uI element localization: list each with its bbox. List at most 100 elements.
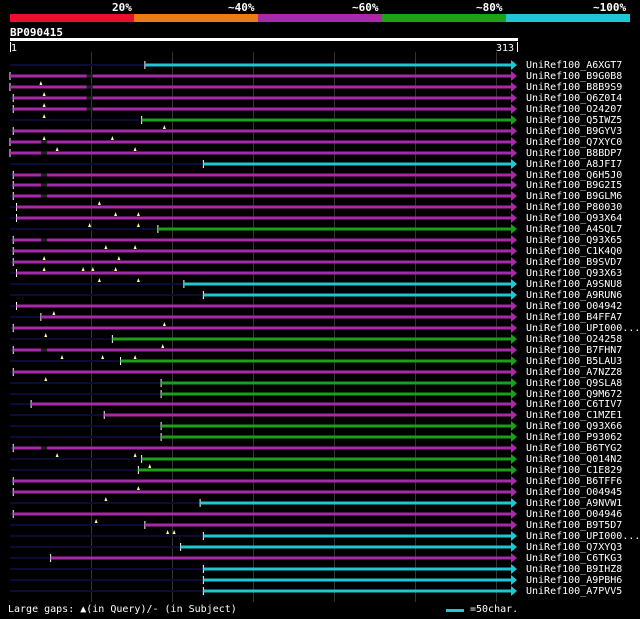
hit-label[interactable]: UniRef100_UPI000...	[526, 323, 640, 334]
hit-label[interactable]: UniRef100_B8B9S9	[526, 82, 623, 93]
hit-row[interactable]	[10, 432, 517, 442]
hit-label[interactable]: UniRef100_A9NVW1	[526, 498, 623, 509]
hit-row[interactable]	[10, 378, 517, 388]
hit-row[interactable]	[10, 367, 517, 381]
hit-label[interactable]: UniRef100_Q6H5J0	[526, 170, 623, 181]
hit-label[interactable]: UniRef100_Q9M672	[526, 389, 623, 400]
hit-row[interactable]	[10, 421, 517, 431]
hit-label[interactable]: UniRef100_C6TKG3	[526, 553, 623, 564]
hit-label[interactable]: UniRef100_Q5IWZ5	[526, 115, 623, 126]
hit-label[interactable]: UniRef100_O04945	[526, 487, 623, 498]
hit-row[interactable]	[10, 301, 517, 315]
hit-row[interactable]	[10, 224, 517, 234]
hit-label[interactable]: UniRef100_A9SNU8	[526, 279, 623, 290]
hit-row[interactable]	[10, 60, 517, 70]
hit-label[interactable]: UniRef100_B9SVD7	[526, 257, 623, 268]
hit-end-arrow	[511, 137, 517, 147]
hit-label[interactable]: UniRef100_Q93X64	[526, 213, 623, 224]
hit-row[interactable]	[10, 564, 517, 574]
hit-label[interactable]: UniRef100_Q9SLA8	[526, 378, 623, 389]
hit-row[interactable]	[10, 410, 517, 420]
hit-row[interactable]	[10, 268, 517, 282]
hit-row[interactable]	[10, 126, 517, 140]
hit-row[interactable]	[10, 334, 517, 348]
hit-row[interactable]	[10, 312, 517, 326]
hit-row[interactable]	[10, 443, 517, 457]
hit-label[interactable]: UniRef100_Q93X63	[526, 268, 623, 279]
hit-row[interactable]	[10, 202, 517, 216]
hit-label[interactable]: UniRef100_B8BDP7	[526, 148, 623, 159]
hit-row[interactable]	[10, 520, 517, 534]
hit-row[interactable]	[10, 290, 517, 300]
hit-label[interactable]: UniRef100_Q93X66	[526, 421, 623, 432]
hit-label[interactable]: UniRef100_B6TYG2	[526, 443, 623, 454]
hit-row[interactable]	[10, 323, 517, 337]
hit-row[interactable]	[10, 345, 517, 359]
hit-label[interactable]: UniRef100_C6TIV7	[526, 399, 623, 410]
hit-row[interactable]	[9, 137, 517, 151]
hit-label[interactable]: UniRef100_C1MZE1	[526, 410, 623, 421]
hit-row[interactable]	[10, 399, 517, 409]
hit-label[interactable]: UniRef100_B9GYV3	[526, 126, 623, 137]
hit-row[interactable]	[10, 531, 517, 541]
hit-row[interactable]	[10, 509, 517, 523]
hit-row[interactable]	[10, 454, 517, 468]
hit-label[interactable]: UniRef100_A7PVV5	[526, 586, 623, 597]
hit-label[interactable]: UniRef100_A7NZZ8	[526, 367, 623, 378]
hit-row[interactable]	[10, 476, 517, 490]
hit-row[interactable]	[10, 586, 517, 596]
hit-row[interactable]	[10, 257, 517, 271]
hit-row[interactable]	[10, 498, 517, 508]
hit-row[interactable]	[10, 235, 517, 249]
hit-row[interactable]	[10, 487, 517, 501]
hit-label[interactable]: UniRef100_B6TFF6	[526, 476, 623, 487]
hit-label[interactable]: UniRef100_B9G2I5	[526, 180, 623, 191]
hit-row[interactable]	[10, 213, 517, 227]
hit-row[interactable]	[10, 553, 517, 563]
hit-row[interactable]	[10, 575, 517, 585]
hit-row[interactable]	[10, 93, 517, 107]
hit-label[interactable]: UniRef100_B9T5D7	[526, 520, 623, 531]
hit-row[interactable]	[10, 115, 517, 129]
hit-label[interactable]: UniRef100_C1E829	[526, 465, 623, 476]
hit-label[interactable]: UniRef100_A4SQL7	[526, 224, 623, 235]
hit-row[interactable]	[10, 104, 517, 118]
hit-row[interactable]	[9, 82, 517, 96]
hit-row[interactable]	[10, 159, 517, 169]
hit-label[interactable]: UniRef100_O24258	[526, 334, 623, 345]
hit-row[interactable]	[9, 71, 517, 85]
hit-row[interactable]	[10, 279, 517, 289]
hit-label[interactable]: UniRef100_Q93X65	[526, 235, 623, 246]
hit-label[interactable]: UniRef100_Q6Z0I4	[526, 93, 623, 104]
hit-row[interactable]	[10, 180, 517, 190]
hit-end-arrow	[511, 180, 517, 190]
hit-label[interactable]: UniRef100_Q7XYC0	[526, 137, 623, 148]
hit-label[interactable]: UniRef100_Q014N2	[526, 454, 623, 465]
hit-label[interactable]: UniRef100_B7FHN7	[526, 345, 623, 356]
hit-row[interactable]	[10, 246, 517, 260]
hit-row[interactable]	[10, 356, 517, 366]
hit-label[interactable]: UniRef100_B9G0B8	[526, 71, 623, 82]
hit-label[interactable]: UniRef100_Q7XYQ3	[526, 542, 623, 553]
hit-row[interactable]	[10, 542, 517, 552]
hit-label[interactable]: UniRef100_B9IHZ8	[526, 564, 623, 575]
hit-label[interactable]: UniRef100_B9GLM6	[526, 191, 623, 202]
hit-row[interactable]	[10, 389, 517, 399]
hit-label[interactable]: UniRef100_P80030	[526, 202, 623, 213]
hit-row[interactable]	[10, 170, 517, 180]
hit-row[interactable]	[9, 148, 517, 158]
hit-label[interactable]: UniRef100_A8JFI7	[526, 159, 623, 170]
hit-label[interactable]: UniRef100_A6XGT7	[526, 60, 623, 71]
hit-label[interactable]: UniRef100_O24207	[526, 104, 623, 115]
hit-row[interactable]	[10, 191, 517, 205]
hit-label[interactable]: UniRef100_A9PBH6	[526, 575, 623, 586]
hit-label[interactable]: UniRef100_B4FFA7	[526, 312, 623, 323]
hit-label[interactable]: UniRef100_P93062	[526, 432, 623, 443]
hit-label[interactable]: UniRef100_B5LAU3	[526, 356, 623, 367]
hit-label[interactable]: UniRef100_C1K4Q0	[526, 246, 623, 257]
hit-label[interactable]: UniRef100_A9RUN6	[526, 290, 623, 301]
hit-label[interactable]: UniRef100_UPI000...	[526, 531, 640, 542]
hit-row[interactable]	[10, 465, 517, 475]
hit-label[interactable]: UniRef100_O04942	[526, 301, 623, 312]
hit-label[interactable]: UniRef100_O04946	[526, 509, 623, 520]
